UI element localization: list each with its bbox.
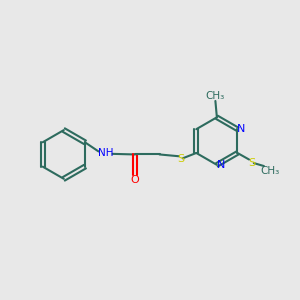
Text: S: S: [248, 158, 256, 168]
Text: S: S: [177, 154, 184, 164]
Text: N: N: [217, 160, 225, 170]
Text: CH₃: CH₃: [206, 91, 225, 101]
Text: O: O: [131, 175, 140, 185]
Text: N: N: [237, 124, 245, 134]
Text: CH₃: CH₃: [260, 167, 280, 176]
Text: NH: NH: [98, 148, 114, 158]
